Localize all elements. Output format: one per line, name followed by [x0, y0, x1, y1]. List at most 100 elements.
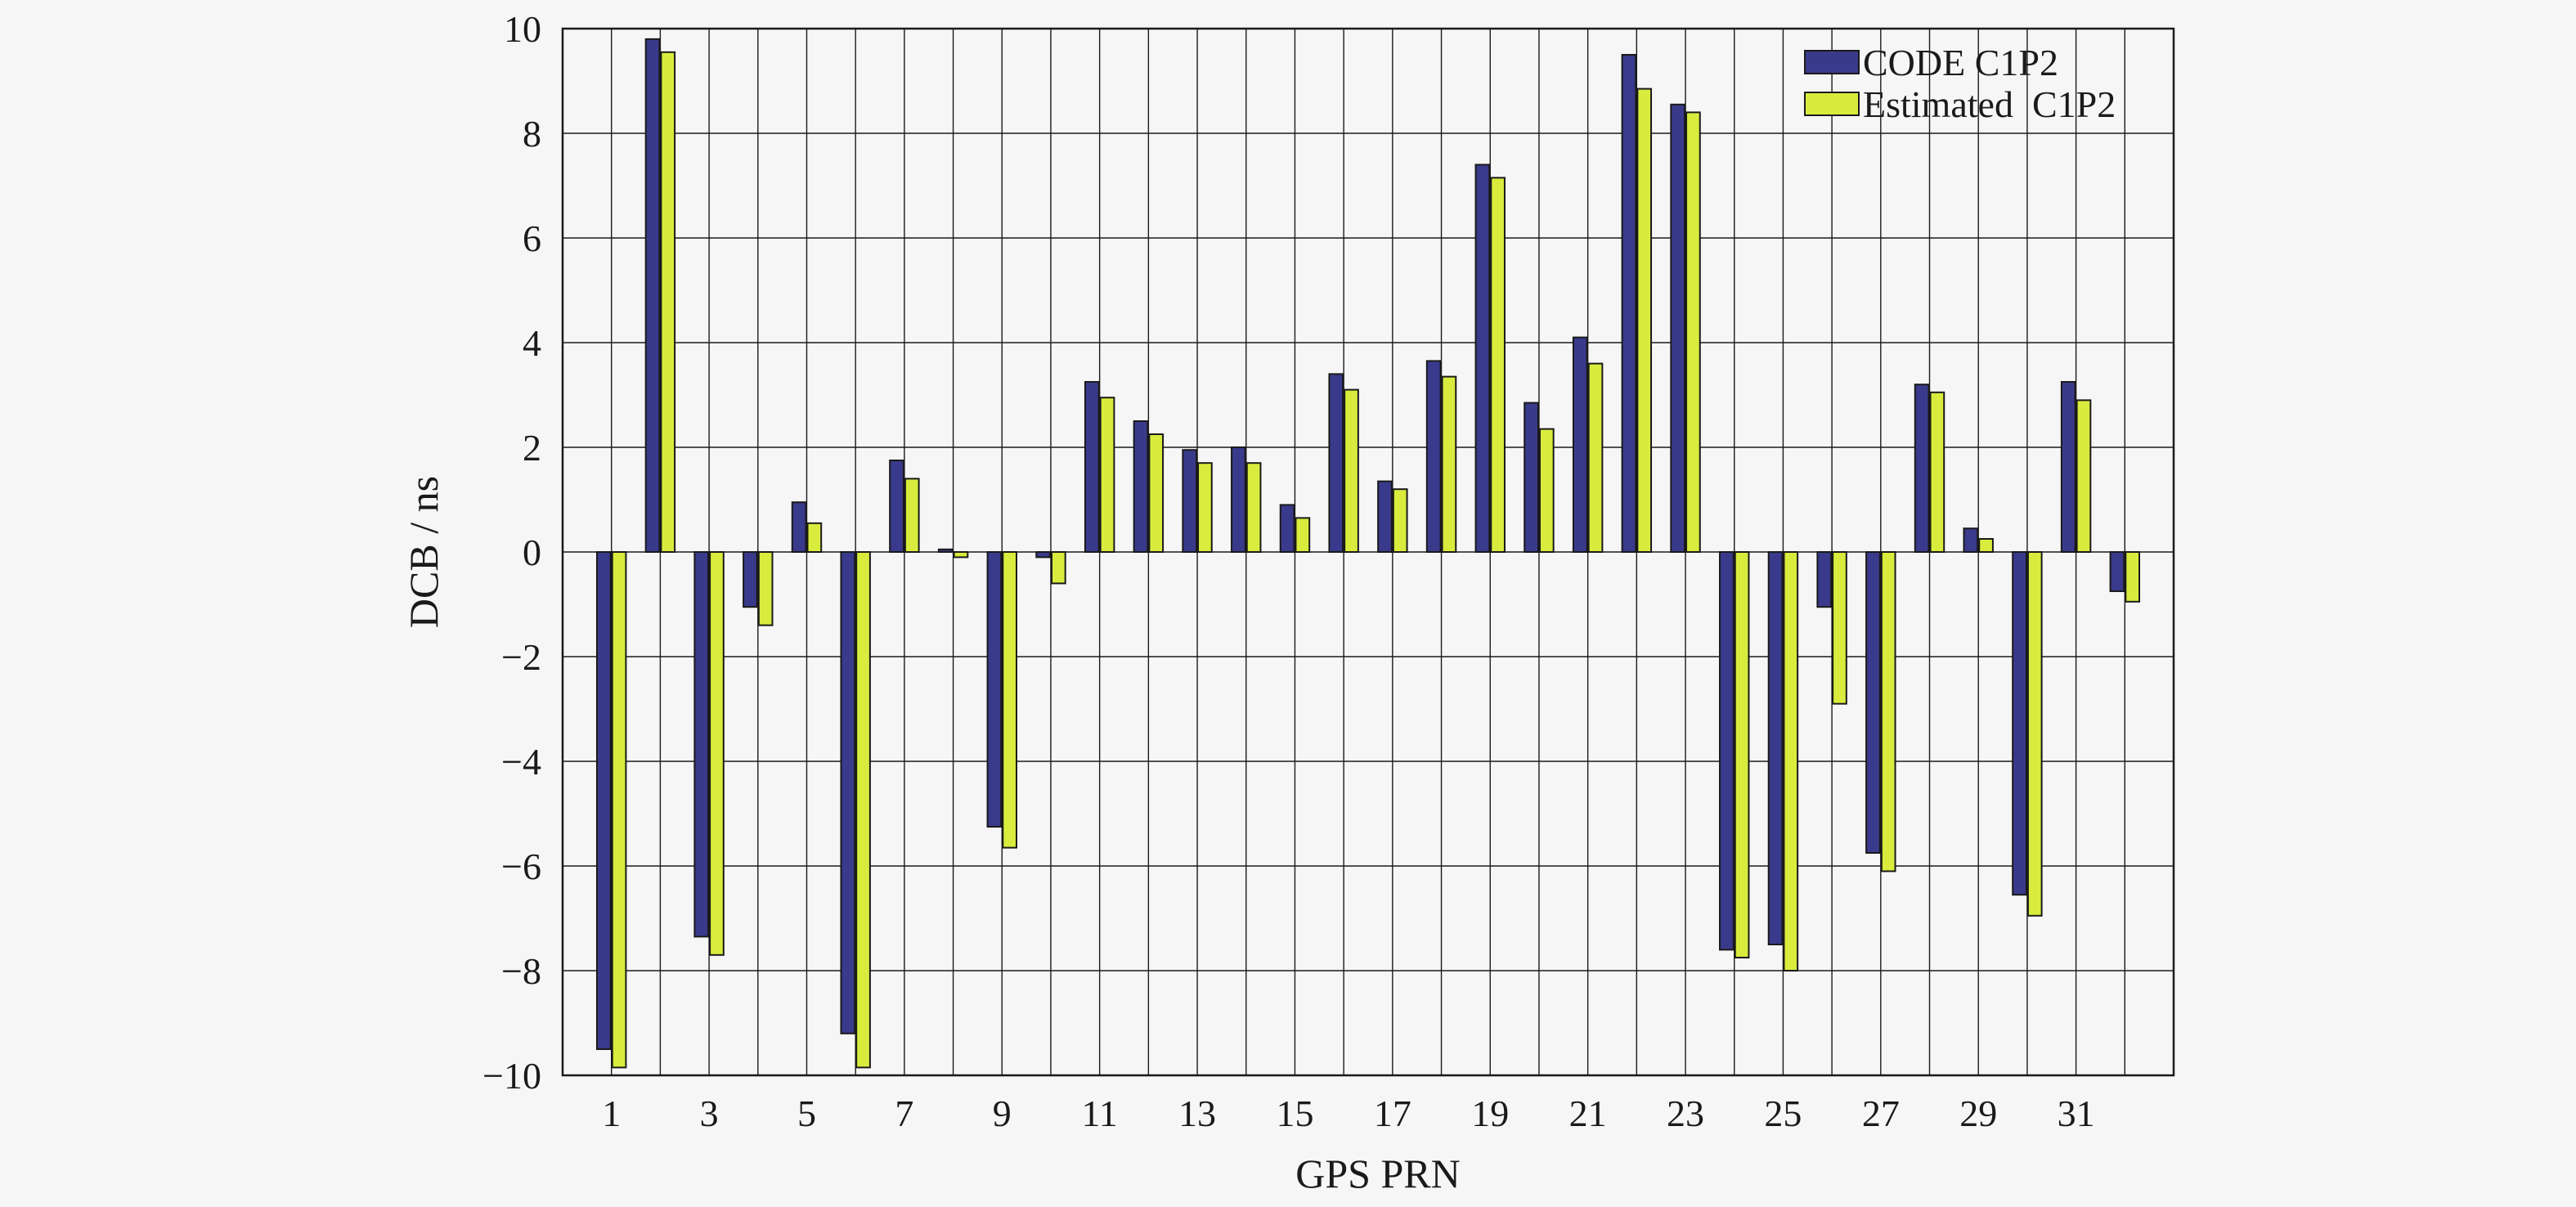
bar-code-c1p2: [1572, 336, 1588, 553]
bar-estimated-c1p2: [1197, 462, 1213, 554]
bar-estimated-c1p2: [2125, 551, 2141, 603]
y-tick-label: 4: [523, 322, 541, 364]
bar-estimated-c1p2: [953, 551, 969, 559]
bar-estimated-c1p2: [611, 551, 627, 1069]
y-tick-label: 10: [504, 8, 541, 50]
bar-estimated-c1p2: [1344, 388, 1359, 553]
bar-estimated-c1p2: [1148, 433, 1165, 553]
bar-estimated-c1p2: [1002, 551, 1017, 849]
bar-code-c1p2: [743, 551, 758, 608]
bar-code-c1p2: [1524, 402, 1539, 553]
bar-code-c1p2: [1816, 551, 1833, 608]
bar-code-c1p2: [1621, 54, 1637, 553]
legend-swatch-estimated: [1804, 92, 1860, 116]
bar-code-c1p2: [693, 551, 710, 938]
bar-estimated-c1p2: [1099, 397, 1115, 554]
bar-estimated-c1p2: [1392, 488, 1408, 554]
x-tick-label: 11: [1082, 1093, 1118, 1134]
bar-estimated-c1p2: [1441, 375, 1457, 553]
bar-estimated-c1p2: [1832, 551, 1847, 705]
bar-code-c1p2: [1963, 527, 1979, 554]
bar-estimated-c1p2: [757, 551, 774, 626]
bar-estimated-c1p2: [1245, 462, 1262, 554]
x-tick-label: 17: [1374, 1093, 1411, 1134]
y-tick-label: −6: [501, 846, 541, 887]
y-tick-label: −10: [482, 1055, 541, 1097]
x-axis-title: GPS PRN: [1295, 1151, 1461, 1196]
y-axis-title: DCB / ns: [401, 476, 447, 628]
bar-code-c1p2: [1231, 446, 1246, 553]
bar-code-c1p2: [1474, 164, 1491, 553]
x-tick-label: 7: [895, 1093, 913, 1134]
bar-code-c1p2: [644, 38, 661, 554]
bar-estimated-c1p2: [1783, 551, 1799, 971]
bar-estimated-c1p2: [1490, 177, 1506, 553]
y-tick-labels: −10 −8 −6 −4 −2 0 2 4 6 8 10: [482, 8, 541, 1097]
bar-estimated-c1p2: [1685, 111, 1701, 553]
bar-code-c1p2: [1279, 504, 1295, 554]
bar-code-c1p2: [1670, 103, 1686, 554]
bar-code-c1p2: [595, 551, 612, 1050]
legend-swatch-code: [1804, 50, 1860, 74]
bar-code-c1p2: [937, 548, 954, 553]
bar-code-c1p2: [1084, 381, 1100, 553]
x-tick-label: 19: [1471, 1093, 1509, 1134]
bar-code-c1p2: [2060, 381, 2076, 553]
bar-estimated-c1p2: [1636, 87, 1653, 554]
bar-estimated-c1p2: [806, 522, 823, 553]
bar-estimated-c1p2: [709, 551, 725, 956]
bar-code-c1p2: [1914, 384, 1930, 554]
y-tick-label: −2: [501, 636, 541, 678]
bar-code-c1p2: [889, 460, 904, 553]
x-tick-label: 23: [1667, 1093, 1704, 1134]
bar-estimated-c1p2: [660, 51, 676, 554]
bar-code-c1p2: [1425, 360, 1442, 553]
x-tick-label: 1: [602, 1093, 621, 1134]
bar-estimated-c1p2: [904, 478, 920, 554]
x-tick-label: 31: [2058, 1093, 2095, 1134]
legend-label-estimated: Estimated C1P2: [1863, 83, 2116, 125]
legend-label-code: CODE C1P2: [1863, 42, 2058, 83]
bar-code-c1p2: [1767, 551, 1784, 945]
x-tick-label: 15: [1276, 1093, 1313, 1134]
y-tick-label: 6: [523, 218, 541, 259]
bar-code-c1p2: [1719, 551, 1735, 951]
bar-code-c1p2: [2109, 551, 2125, 592]
bar-estimated-c1p2: [2026, 551, 2043, 917]
bar-estimated-c1p2: [1734, 551, 1750, 958]
bar-code-c1p2: [1328, 373, 1344, 553]
x-tick-label: 21: [1569, 1093, 1607, 1134]
x-tick-label: 5: [797, 1093, 816, 1134]
bar-estimated-c1p2: [1050, 551, 1066, 585]
x-tick-label: 13: [1178, 1093, 1216, 1134]
bar-estimated-c1p2: [1978, 538, 1994, 553]
y-tick-label: −4: [501, 741, 541, 783]
bar-estimated-c1p2: [1929, 391, 1945, 553]
x-tick-label: 27: [1862, 1093, 1900, 1134]
bar-code-c1p2: [1035, 551, 1051, 559]
y-tick-label: 2: [523, 427, 541, 469]
bar-code-c1p2: [1182, 449, 1198, 554]
y-tick-label: −8: [501, 950, 541, 992]
plot-frame: [561, 27, 2175, 1077]
bar-code-c1p2: [2012, 551, 2027, 896]
bar-code-c1p2: [986, 551, 1003, 828]
bar-code-c1p2: [1865, 551, 1881, 854]
bar-code-c1p2: [1133, 420, 1149, 553]
bar-estimated-c1p2: [1587, 362, 1604, 553]
x-tick-label: 25: [1764, 1093, 1802, 1134]
legend: CODE C1P2 Estimated C1P2: [1804, 42, 2116, 125]
bar-estimated-c1p2: [1295, 517, 1311, 554]
bar-estimated-c1p2: [1538, 428, 1555, 553]
bar-code-c1p2: [840, 551, 856, 1034]
y-tick-label: 8: [523, 113, 541, 155]
x-tick-labels: 1 3 5 7 9 11 13 15 17 19 21 23 25 27 29 31: [602, 1093, 2094, 1134]
bar-estimated-c1p2: [855, 551, 871, 1069]
x-tick-label: 9: [993, 1093, 1012, 1134]
bar-estimated-c1p2: [2076, 399, 2092, 553]
bar-code-c1p2: [791, 501, 807, 554]
bar-code-c1p2: [1377, 480, 1393, 553]
x-tick-label: 3: [700, 1093, 719, 1134]
bar-estimated-c1p2: [1880, 551, 1896, 873]
y-tick-label: 0: [523, 532, 541, 573]
